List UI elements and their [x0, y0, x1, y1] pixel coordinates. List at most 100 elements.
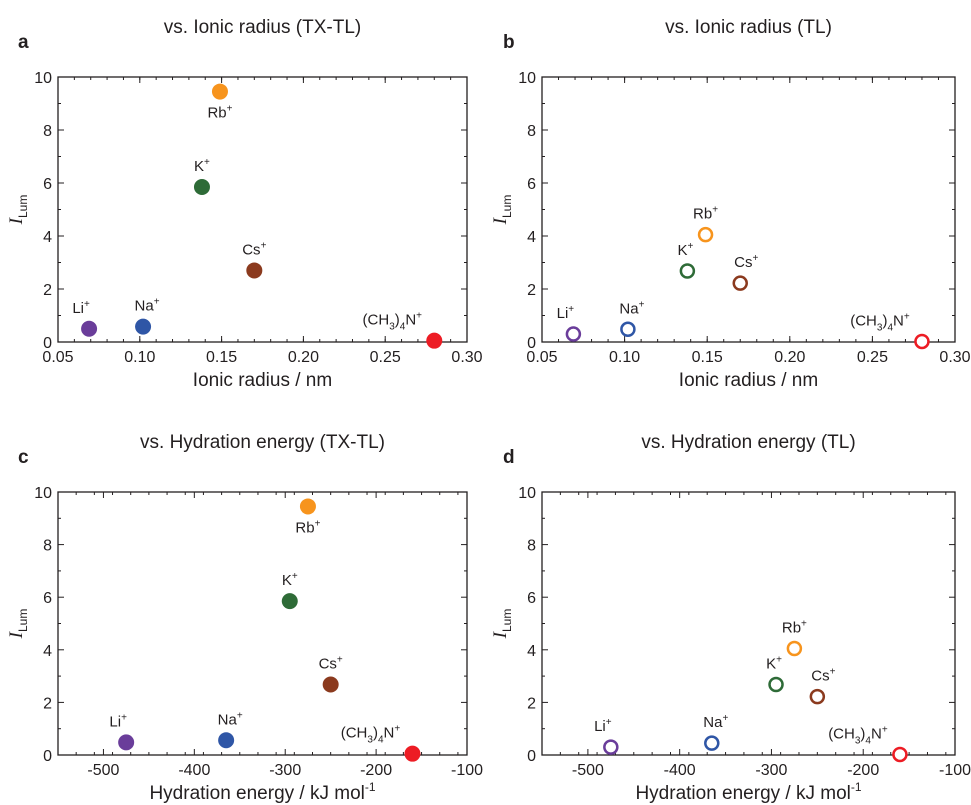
label-part: ): [395, 312, 400, 329]
label-part: K: [282, 572, 292, 589]
label-superscript: +: [315, 518, 321, 529]
plot-frame: [541, 491, 956, 756]
y-tick-label: 4: [527, 229, 536, 246]
label-superscript: +: [639, 299, 645, 310]
x-axis-label-superscript: -1: [365, 780, 376, 794]
label-part: K: [194, 158, 204, 175]
y-tick-label: 0: [43, 335, 52, 352]
y-tick-label: 10: [518, 485, 536, 502]
data-point-k: [768, 676, 784, 693]
point-label: Rb+: [782, 618, 807, 636]
label-part: Cs: [811, 668, 829, 685]
data-point-k: [281, 593, 298, 610]
label-part: (CH: [850, 312, 877, 329]
y-axis-label-subscript: Lum: [16, 195, 30, 218]
y-tick-label: 10: [34, 70, 52, 87]
y-tick-label: 6: [43, 590, 52, 607]
data-point-cs: [246, 262, 263, 279]
point-label: Li+: [557, 304, 575, 322]
point-label: Na+: [218, 710, 243, 728]
y-tick-label: 8: [527, 123, 536, 140]
label-part: Na: [135, 298, 155, 315]
label-superscript: +: [261, 240, 267, 251]
x-axis-label-superscript: -1: [851, 780, 862, 794]
data-point-li: [118, 734, 135, 751]
label-subscript: 4: [378, 735, 384, 746]
y-axis-label: ILum: [6, 609, 30, 640]
y-tick-label: 2: [527, 282, 536, 299]
data-point-k: [193, 178, 210, 195]
y-axis-label-subscript: Lum: [500, 195, 514, 218]
data-point-rb: [697, 226, 714, 243]
panel-letter: b: [503, 32, 515, 53]
y-axis-label: ILum: [6, 195, 30, 226]
x-tick-label: 0.10: [609, 349, 640, 366]
label-part: Li: [557, 305, 569, 322]
y-tick-label: 2: [43, 282, 52, 299]
label-part: N: [405, 312, 416, 329]
label-part: Na: [218, 711, 238, 728]
point-label: (CH3)4N+: [850, 311, 910, 333]
x-axis-label-text: Ionic radius / nm: [193, 370, 332, 391]
point-label: Rb+: [207, 104, 232, 122]
point-label: Li+: [594, 717, 612, 735]
point-label: Rb+: [295, 518, 320, 536]
y-tick-label: 6: [527, 176, 536, 193]
label-superscript: +: [712, 205, 718, 216]
chart-title: vs. Ionic radius (TL): [665, 17, 832, 38]
y-axis-label-main: I: [6, 216, 27, 225]
y-tick-label: 6: [43, 176, 52, 193]
label-superscript: +: [687, 241, 693, 252]
x-axis-label: Hydration energy / kJ mol-1: [149, 780, 375, 804]
label-superscript: +: [84, 299, 90, 310]
data-point-na: [135, 318, 152, 335]
x-tick-label: 0.15: [206, 349, 237, 366]
y-tick-label: 0: [527, 335, 536, 352]
data-point-ch34n: [426, 332, 443, 349]
x-tick-label: -400: [664, 762, 696, 779]
x-tick-label: -500: [87, 762, 119, 779]
y-axis-label-subscript: Lum: [500, 609, 514, 632]
label-part: Li: [594, 718, 606, 735]
label-part: Rb: [295, 519, 314, 536]
label-part: Rb: [207, 105, 226, 122]
x-tick-label: 0.20: [288, 349, 319, 366]
y-tick-label: 4: [43, 643, 52, 660]
data-point-ch34n: [404, 745, 421, 762]
data-point-na: [218, 732, 235, 749]
label-superscript: +: [776, 655, 782, 666]
label-subscript: 3: [367, 735, 373, 746]
x-tick-label: 0.05: [526, 349, 557, 366]
label-part: N: [871, 725, 882, 742]
label-subscript: 3: [855, 735, 861, 746]
label-subscript: 4: [865, 735, 871, 746]
label-part: (CH: [341, 725, 368, 742]
point-label: (CH3)4N+: [341, 724, 401, 746]
point-label: K+: [677, 241, 693, 259]
label-superscript: +: [394, 724, 400, 735]
panel-letter: a: [18, 32, 29, 53]
label-superscript: +: [237, 710, 243, 721]
y-tick-label: 8: [43, 538, 52, 555]
data-point-rb: [786, 640, 803, 657]
y-axis-label: ILum: [490, 609, 514, 640]
label-part: N: [384, 725, 395, 742]
label-part: (CH: [828, 725, 855, 742]
label-part: K: [677, 242, 687, 259]
label-part: Na: [619, 300, 639, 317]
label-superscript: +: [204, 157, 210, 168]
y-tick-label: 2: [43, 695, 52, 712]
point-label: Cs+: [242, 240, 266, 258]
label-subscript: 4: [887, 322, 893, 333]
label-superscript: +: [568, 304, 574, 315]
x-tick-label: -400: [178, 762, 210, 779]
x-axis-label-text: Hydration energy / kJ mol: [635, 783, 850, 804]
label-superscript: +: [121, 712, 127, 723]
label-part: N: [893, 312, 904, 329]
label-part: (CH: [363, 312, 390, 329]
point-label: K+: [282, 571, 298, 589]
point-label: Na+: [703, 713, 728, 731]
label-part: ): [882, 312, 887, 329]
point-label: Na+: [135, 297, 160, 315]
y-tick-label: 8: [527, 538, 536, 555]
